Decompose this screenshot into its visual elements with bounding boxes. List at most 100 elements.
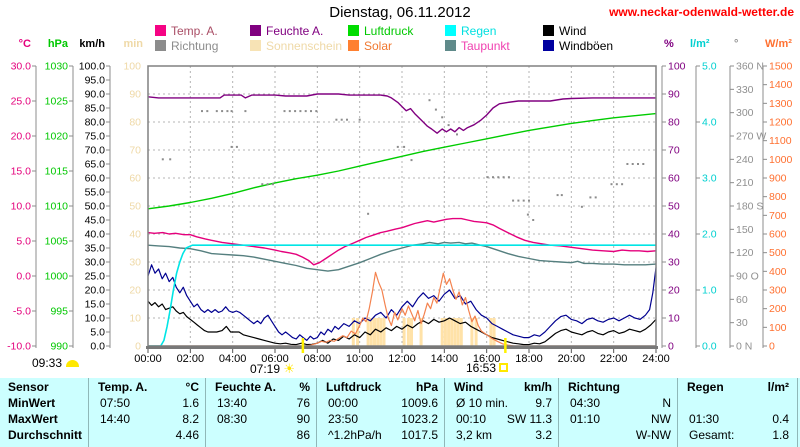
table-separator xyxy=(677,378,678,447)
table-cell-value: 8.2 xyxy=(182,412,199,426)
legend-swatch xyxy=(543,25,554,36)
direction-dot xyxy=(594,196,597,199)
axis-tick-label: 75.0 xyxy=(85,131,106,143)
axis-tick-label: 90.0 xyxy=(85,89,106,101)
direction-dot xyxy=(235,145,238,148)
direction-dot xyxy=(441,116,444,119)
page-title: Dienstag, 06.11.2012 xyxy=(329,4,471,21)
series-solar xyxy=(148,271,656,347)
axis-tick-label: 330 xyxy=(736,84,754,96)
axis-tick-label: 70 xyxy=(129,145,141,157)
axis-tick-label: 1100 xyxy=(769,135,792,147)
website-link[interactable]: www.neckar-odenwald-wetter.de xyxy=(609,5,794,19)
table-cell-time: 3,2 km xyxy=(456,428,493,442)
axis-tick-label: 30 xyxy=(129,257,141,269)
table-row-label: Sensor xyxy=(8,380,49,394)
axis-tick-label: 50 xyxy=(129,201,141,213)
axis-tick-label: 0 xyxy=(668,341,674,353)
table-col-unit: °C xyxy=(185,380,199,394)
axis-tick-label: 360 N xyxy=(736,61,764,73)
table-cell-value: N xyxy=(662,396,671,410)
table-separator xyxy=(316,378,317,447)
direction-dot xyxy=(215,110,218,113)
axis-tick-label: 20 xyxy=(668,285,680,297)
legend-swatch xyxy=(348,25,359,36)
direction-dot xyxy=(410,159,413,162)
table-row-label: Durchschnitt xyxy=(8,428,83,442)
axis-tick-label: 25.0 xyxy=(11,96,32,108)
axis-tick-label: -5.0 xyxy=(13,306,31,318)
direction-dot xyxy=(266,183,269,186)
legend-item-luftdruck: Luftdruck xyxy=(348,24,414,38)
axis-tick-label: 240 xyxy=(736,154,754,166)
direction-dot xyxy=(580,205,583,208)
sunrise-time: 07:19 ☀ xyxy=(250,361,295,377)
unit-label-kmh: km/h xyxy=(79,38,105,50)
table-cell-time: 14:40 xyxy=(100,412,131,426)
direction-dot xyxy=(304,110,307,113)
axis-tick-label: 90 xyxy=(129,89,141,101)
table-cell-value: 1017.5 xyxy=(401,428,438,442)
axis-tick-label: 25.0 xyxy=(85,271,106,283)
legend-item-sonnenschein: Sonnenschein xyxy=(250,39,342,53)
axis-tick-label: 700 xyxy=(769,210,787,222)
statistics-table: Sensor MinWert MaxWert Durchschnitt Temp. A.… xyxy=(0,378,800,447)
direction-dot xyxy=(396,145,399,148)
legend-label: Luftdruck xyxy=(364,24,414,38)
direction-dot xyxy=(502,176,505,179)
axis-tick-label: 20.0 xyxy=(11,131,32,143)
axis-tick-label: 35.0 xyxy=(85,243,106,255)
sunshine-bar xyxy=(382,318,386,346)
table-cell-time: Ø 10 min. xyxy=(456,396,509,410)
x-axis-label: 10:00 xyxy=(346,353,374,365)
axis-tick-label: 5.0 xyxy=(90,327,105,339)
sunshine-bar xyxy=(453,318,457,346)
axis-tick-label: 30.0 xyxy=(11,61,32,73)
legend-label: Temp. A. xyxy=(171,24,218,38)
direction-dot xyxy=(310,110,312,113)
table-cell-value: NW xyxy=(651,412,671,426)
series-feuchtea xyxy=(147,93,656,134)
table-col-title: Regen xyxy=(687,380,724,394)
table-col-unit: % xyxy=(299,380,310,394)
sunshine-bar xyxy=(474,318,478,346)
series-taupunkt xyxy=(147,241,657,272)
sunshine-bar xyxy=(440,318,444,346)
axis-tick-label: 95.0 xyxy=(85,75,106,87)
table-cell-value: W-NW xyxy=(635,428,671,442)
axis-tick-label: 10.0 xyxy=(85,313,106,325)
legend-item-feuchtea: Feuchte A. xyxy=(250,24,323,38)
sunshine-bar xyxy=(356,318,360,346)
axis-tick-label: 55.0 xyxy=(85,187,106,199)
table-col-title: Luftdruck xyxy=(326,380,382,394)
axis-tick-label: 5.0 xyxy=(702,61,717,73)
axis-tick-label: 1005 xyxy=(45,236,69,248)
direction-dot xyxy=(532,219,535,221)
table-col-title: Temp. A. xyxy=(98,380,148,394)
sunshine-bar xyxy=(489,318,493,346)
table-cell-time: 01:10 xyxy=(570,412,601,426)
axis-tick-label: 10 xyxy=(668,313,680,325)
table-cell-time: 13:40 xyxy=(217,396,248,410)
direction-dot xyxy=(358,118,361,121)
direction-dot xyxy=(230,145,233,148)
table-col-unit: hPa xyxy=(415,380,438,394)
table-cell-time: Gesamt: xyxy=(689,428,735,442)
direction-dot xyxy=(528,199,530,202)
axis-tick-label: 180 S xyxy=(736,201,763,213)
table-col-title: Wind xyxy=(454,380,484,394)
axis-tick-label: 210 xyxy=(736,177,754,189)
axis-tick-label: 30.0 xyxy=(85,257,106,269)
axis-tick-label: 40 xyxy=(668,229,680,241)
axis-tick-label: 80 xyxy=(129,117,141,129)
axis-tick-label: 10.0 xyxy=(11,201,32,213)
direction-dot xyxy=(294,110,297,113)
sunshine-bar xyxy=(373,318,376,346)
x-axis-label: 16:00 xyxy=(473,353,501,365)
axis-tick-label: 3.0 xyxy=(702,173,717,185)
table-cell-time: 00:10 xyxy=(456,412,487,426)
table-cell-value: 76 xyxy=(296,396,310,410)
legend-item-richtung: Richtung xyxy=(155,39,218,53)
legend-swatch xyxy=(155,25,166,36)
axis-tick-label: 45.0 xyxy=(85,215,106,227)
